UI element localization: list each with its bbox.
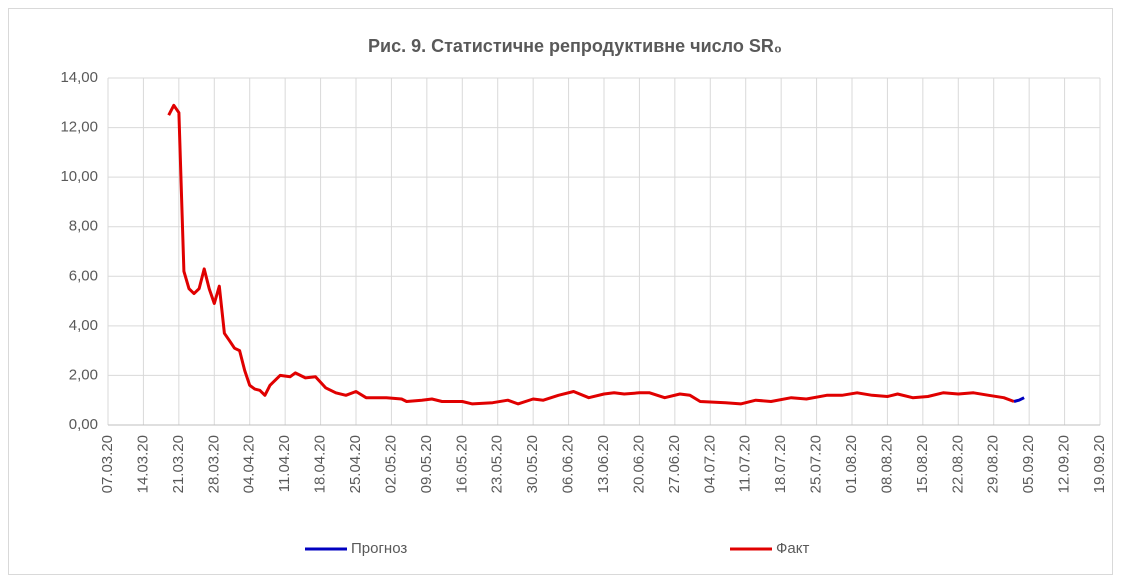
x-tick-label: 08.08.20 [878, 435, 895, 493]
x-tick-label: 21.03.20 [170, 435, 187, 493]
x-tick-label: 09.05.20 [418, 435, 435, 493]
x-tick-label: 16.05.20 [453, 435, 470, 493]
y-tick-label: 14,00 [60, 69, 98, 86]
y-tick-label: 8,00 [69, 218, 98, 235]
x-tick-label: 11.04.20 [276, 435, 293, 492]
x-tick-label: 02.05.20 [382, 435, 399, 493]
x-tick-label: 07.03.20 [99, 435, 116, 493]
x-tick-label: 22.08.20 [949, 435, 966, 493]
x-tick-label: 23.05.20 [489, 435, 506, 493]
x-tick-label: 04.04.20 [241, 435, 258, 493]
x-tick-label: 18.07.20 [772, 435, 789, 493]
x-tick-label: 28.03.20 [205, 435, 222, 493]
x-tick-label: 12.09.20 [1056, 435, 1073, 493]
y-tick-label: 6,00 [69, 267, 98, 284]
legend-label: Прогноз [351, 540, 407, 557]
series-line [1013, 396, 1025, 403]
x-tick-label: 18.04.20 [312, 435, 329, 493]
chart-title: Рис. 9. Статистичне репродуктивне число … [368, 36, 782, 56]
x-tick-label: 25.04.20 [347, 435, 364, 493]
x-tick-label: 30.05.20 [524, 435, 541, 493]
x-tick-label: 29.08.20 [985, 435, 1002, 493]
x-tick-label: 05.09.20 [1020, 435, 1037, 493]
x-tick-label: 13.06.20 [595, 435, 612, 493]
x-tick-label: 11.07.20 [737, 435, 754, 492]
x-tick-label: 14.03.20 [134, 435, 151, 493]
x-tick-label: 01.08.20 [843, 435, 860, 493]
legend-label: Факт [776, 540, 809, 557]
x-tick-label: 19.09.20 [1091, 435, 1108, 493]
y-tick-label: 0,00 [69, 416, 98, 433]
x-tick-label: 20.06.20 [630, 435, 647, 493]
x-tick-label: 27.06.20 [666, 435, 683, 493]
y-tick-label: 10,00 [60, 168, 98, 185]
x-tick-label: 25.07.20 [808, 435, 825, 493]
x-tick-label: 04.07.20 [701, 435, 718, 493]
y-tick-label: 4,00 [69, 317, 98, 334]
y-tick-label: 12,00 [60, 119, 98, 136]
y-tick-label: 2,00 [69, 366, 98, 383]
x-tick-label: 15.08.20 [914, 435, 931, 493]
series-line [167, 103, 1015, 406]
x-tick-label: 06.06.20 [560, 435, 577, 493]
